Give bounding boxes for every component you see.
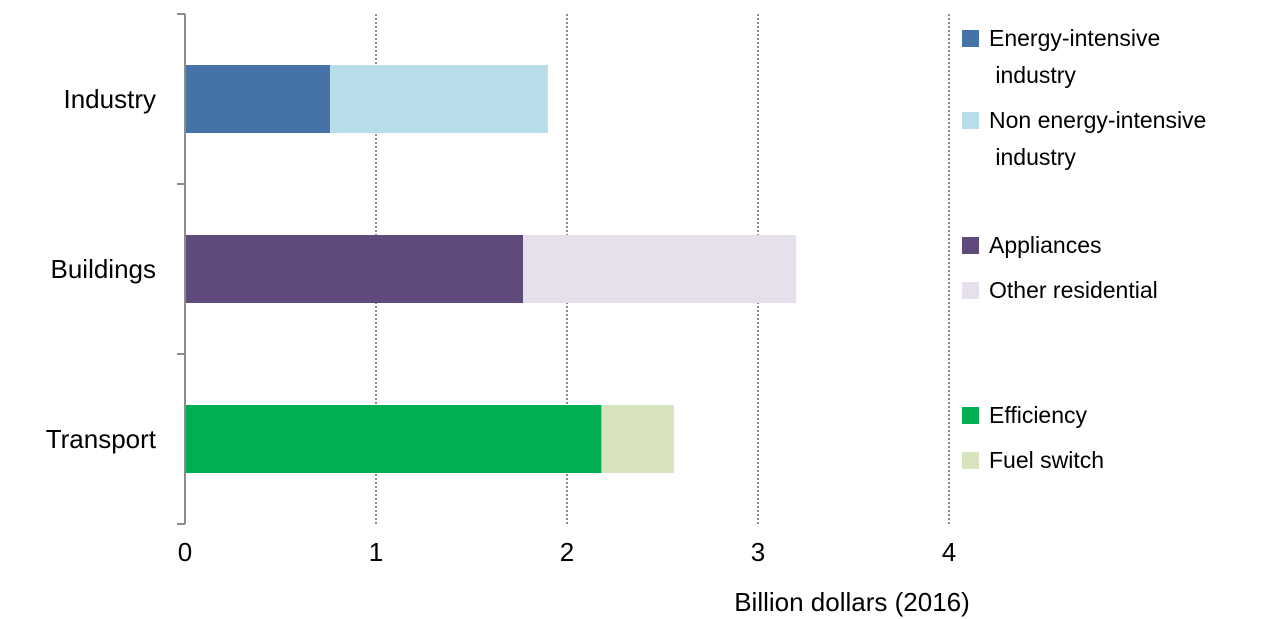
legend-swatch: [962, 452, 979, 469]
legend-label: Non energy-intensive: [989, 107, 1206, 133]
x-tick-label: 2: [560, 537, 574, 567]
category-label: Transport: [46, 424, 157, 454]
category-labels: Industry Buildings Transport: [46, 84, 157, 454]
bar-segment: [185, 235, 524, 303]
legend-label: Efficiency: [989, 402, 1088, 428]
category-label: Buildings: [50, 254, 156, 284]
x-tick-label: 0: [178, 537, 192, 567]
x-tick-label: 4: [942, 537, 956, 567]
x-axis-title: Billion dollars (2016): [734, 587, 970, 617]
legend-label: industry: [989, 62, 1076, 88]
bar-segment: [185, 65, 331, 133]
bar-segment: [185, 405, 602, 473]
legend-label: Appliances: [989, 232, 1102, 258]
bar-segment: [601, 405, 674, 473]
legend-swatch: [962, 30, 979, 47]
legend-label: Other residential: [989, 277, 1158, 303]
legend-swatch: [962, 407, 979, 424]
legend-swatch: [962, 112, 979, 129]
y-axis: [177, 13, 186, 525]
category-label: Industry: [64, 84, 157, 114]
legend-label: industry: [989, 144, 1076, 170]
legend-label: Fuel switch: [989, 447, 1104, 473]
legend: Energy-intensive industry Non energy-inte…: [962, 25, 1206, 473]
bar-segment: [523, 235, 797, 303]
x-tick-label: 1: [369, 537, 383, 567]
legend-label: Energy-intensive: [989, 25, 1160, 51]
x-tick-label: 3: [751, 537, 765, 567]
legend-swatch: [962, 282, 979, 299]
legend-swatch: [962, 237, 979, 254]
bar-segment: [330, 65, 548, 133]
x-tick-labels: 0 1 2 3 4: [178, 537, 956, 567]
bars: [185, 65, 797, 473]
